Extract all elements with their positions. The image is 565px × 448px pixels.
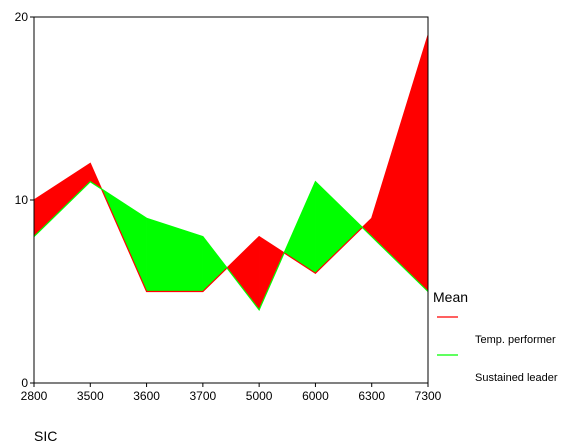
legend-label-sustained-leader: Sustained leader: [475, 372, 558, 384]
difference-fill-segment: [226, 236, 260, 311]
series-line-sustained-leader: [33, 180, 429, 311]
difference-fill-segment: [258, 236, 285, 310]
x-tick-label: 5000: [246, 389, 273, 403]
x-tick-label: 3500: [77, 389, 104, 403]
difference-fill-segment: [33, 162, 91, 238]
x-tick-label: 7300: [415, 389, 442, 403]
x-axis-title: SIC: [34, 428, 57, 444]
x-tick-label: 2800: [21, 389, 48, 403]
series-line-temp-performer: [33, 35, 429, 293]
difference-fill-segment: [361, 217, 372, 238]
x-tick-label: 3600: [133, 389, 160, 403]
series-lines-group: [33, 35, 429, 311]
y-tick-label: 0: [21, 376, 28, 390]
x-tick-label: 6300: [358, 389, 385, 403]
difference-fill-segment: [315, 181, 363, 274]
x-axis: 2800 3500 3600 3700 5000 6000 6300 7300: [21, 383, 442, 403]
legend-label-temp-performer: Temp. performer: [475, 334, 556, 346]
x-tick-label: 6000: [302, 389, 329, 403]
x-tick-label: 3700: [190, 389, 217, 403]
difference-fill-segment: [283, 181, 316, 274]
y-tick-label: 10: [15, 193, 29, 207]
legend-title: Mean: [433, 289, 468, 305]
difference-fill-segment: [371, 35, 429, 293]
y-axis: 0 10 20: [15, 10, 34, 390]
difference-fill-group: [33, 35, 429, 311]
legend: Mean Temp. performer Sustained leader: [433, 289, 558, 384]
y-tick-label: 20: [15, 10, 29, 24]
plot-frame: [33, 16, 429, 384]
difference-fill-segment: [146, 217, 204, 292]
